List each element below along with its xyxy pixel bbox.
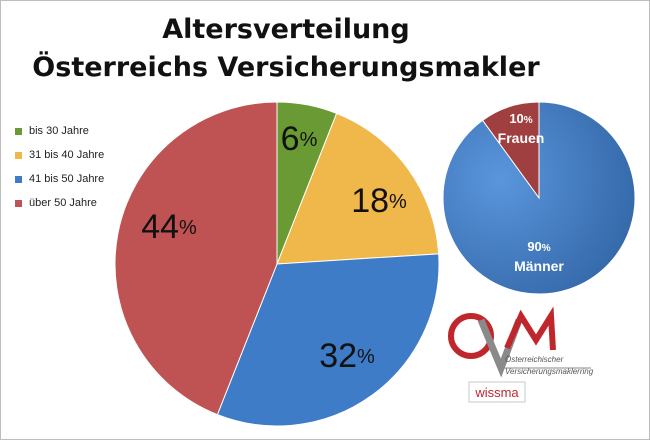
ovm-logo-line-2: Versicherungsmaklerring <box>505 367 594 376</box>
legend-item-bis-30-jahre: bis 30 Jahre <box>15 119 104 143</box>
ovm-logo-line-1: Österreichischer <box>505 355 564 364</box>
legend-item-31-bis-40-jahre: 31 bis 40 Jahre <box>15 143 104 167</box>
chart-title: Altersverteilung Österreichs Versicherun… <box>1 11 571 87</box>
legend: bis 30 Jahre 31 bis 40 Jahre 41 bis 50 Jah… <box>15 119 104 215</box>
pie-data-label-manner: 90% Männer <box>514 239 564 274</box>
pie-data-label-frauen: 10% Frauen <box>498 111 545 146</box>
pie-data-label-uber-50-jahre: 44% <box>141 208 197 246</box>
wissma-box <box>468 381 526 403</box>
chart-title-line-2: Österreichs Versicherungsmakler <box>32 52 540 83</box>
legend-item-41-bis-50-jahre: 41 bis 50 Jahre <box>15 167 104 191</box>
legend-swatch <box>15 127 22 135</box>
legend-swatch <box>15 175 22 183</box>
legend-swatch <box>15 199 22 207</box>
chart-title-line-1: Altersverteilung <box>162 14 410 45</box>
pie-data-label-bis-30-jahre: 6% <box>281 120 318 158</box>
legend-item-uber-50-jahre: über 50 Jahre <box>15 191 104 215</box>
ovm-logo-m-mark <box>504 306 556 351</box>
ovm-logo: Österreichischer Versicherungsmaklerring… <box>441 306 601 411</box>
wissma-brand: wissma <box>474 385 519 400</box>
gender-pie: 10% Frauen 90% Männer <box>442 101 636 295</box>
legend-label: bis 30 Jahre <box>29 125 89 137</box>
legend-swatch <box>15 151 22 159</box>
legend-label: über 50 Jahre <box>29 197 97 209</box>
pie-slice-31-bis-40-jahre <box>276 112 440 265</box>
age-pie: 6% 18% 32% 44% <box>114 101 440 427</box>
pie-slice-manner <box>442 101 636 295</box>
pie-slice-41-bis-50-jahre <box>216 253 440 427</box>
ovm-logo-graphic: Österreichischer Versicherungsmaklerring… <box>448 306 594 403</box>
legend-label: 41 bis 50 Jahre <box>29 173 105 185</box>
legend-label: 31 bis 40 Jahre <box>29 149 105 161</box>
pie-data-label-31-bis-40-jahre: 18% <box>351 182 407 220</box>
pie-data-label-41-bis-50-jahre: 32% <box>319 337 375 375</box>
pie-slice-uber-50-jahre <box>114 101 278 416</box>
